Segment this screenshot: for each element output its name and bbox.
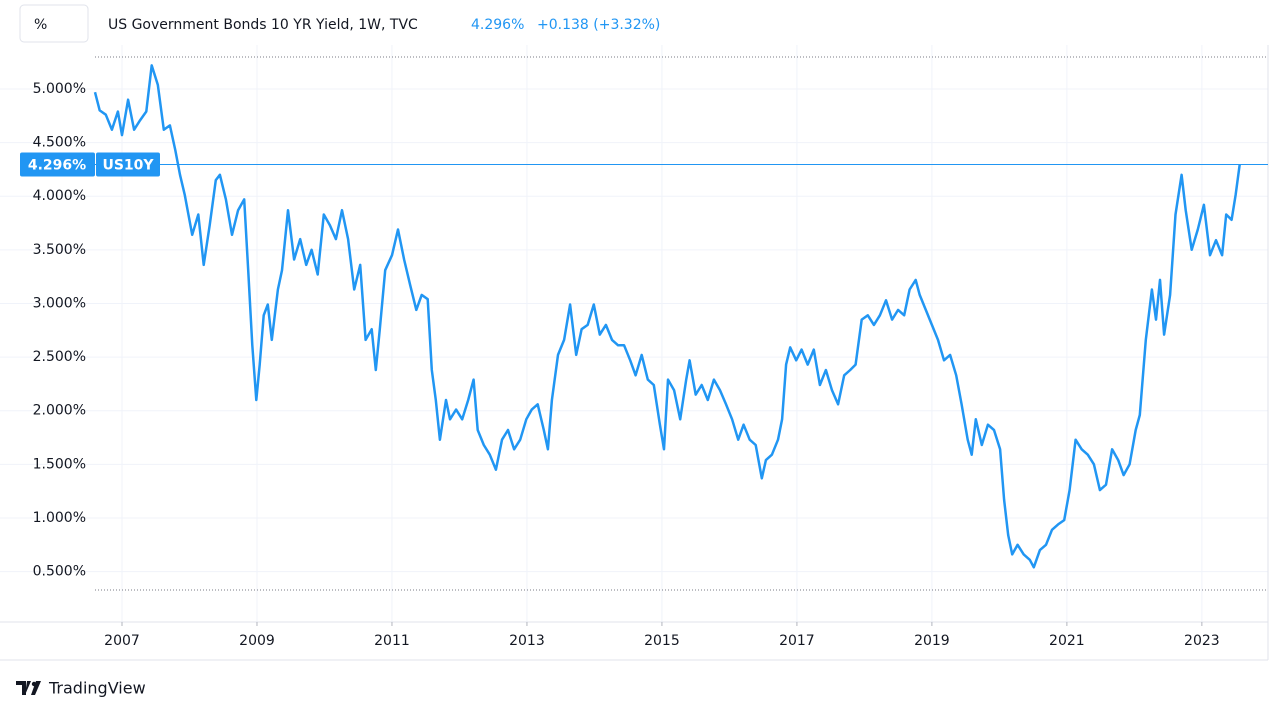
x-tick-label: 2009 xyxy=(239,633,275,649)
line-series xyxy=(93,64,1241,569)
y-tick-label: 3.500% xyxy=(33,242,86,258)
y-tick-label: 2.500% xyxy=(33,349,86,365)
chart-title: US Government Bonds 10 YR Yield, 1W, TVC xyxy=(108,17,418,33)
price-change: +0.138 (+3.32%) xyxy=(537,17,660,33)
symbol-label-box xyxy=(96,152,160,177)
x-tick-label: 2017 xyxy=(779,633,815,649)
y-tick-label: 1.500% xyxy=(33,456,86,472)
logo xyxy=(16,681,41,695)
brand[interactable]: TradingView xyxy=(48,679,146,698)
x-tick-label: 2013 xyxy=(509,633,545,649)
y-tick-label: 5.000% xyxy=(33,81,86,97)
y-tick-label: 0.500% xyxy=(33,564,86,580)
x-tick-label: 2007 xyxy=(104,633,140,649)
y-tick-label: 2.000% xyxy=(33,403,86,419)
y-tick-label: 3.000% xyxy=(33,295,86,311)
x-tick-label: 2019 xyxy=(914,633,950,649)
unit-button-label[interactable]: % xyxy=(34,17,47,33)
x-tick-label: 2023 xyxy=(1184,633,1220,649)
last-price: 4.296% xyxy=(471,17,524,33)
x-tick-label: 2015 xyxy=(644,633,680,649)
y-tick-label: 1.000% xyxy=(33,510,86,526)
y-tick-label: 4.500% xyxy=(33,135,86,151)
x-tick-label: 2021 xyxy=(1049,633,1085,649)
unit-button[interactable] xyxy=(19,4,89,43)
price-label: 4.296% xyxy=(28,157,86,173)
x-tick-label: 2011 xyxy=(374,633,410,649)
price-label-box xyxy=(20,152,95,177)
symbol-label: US10Y xyxy=(102,157,154,173)
y-tick-label: 4.000% xyxy=(33,188,86,204)
